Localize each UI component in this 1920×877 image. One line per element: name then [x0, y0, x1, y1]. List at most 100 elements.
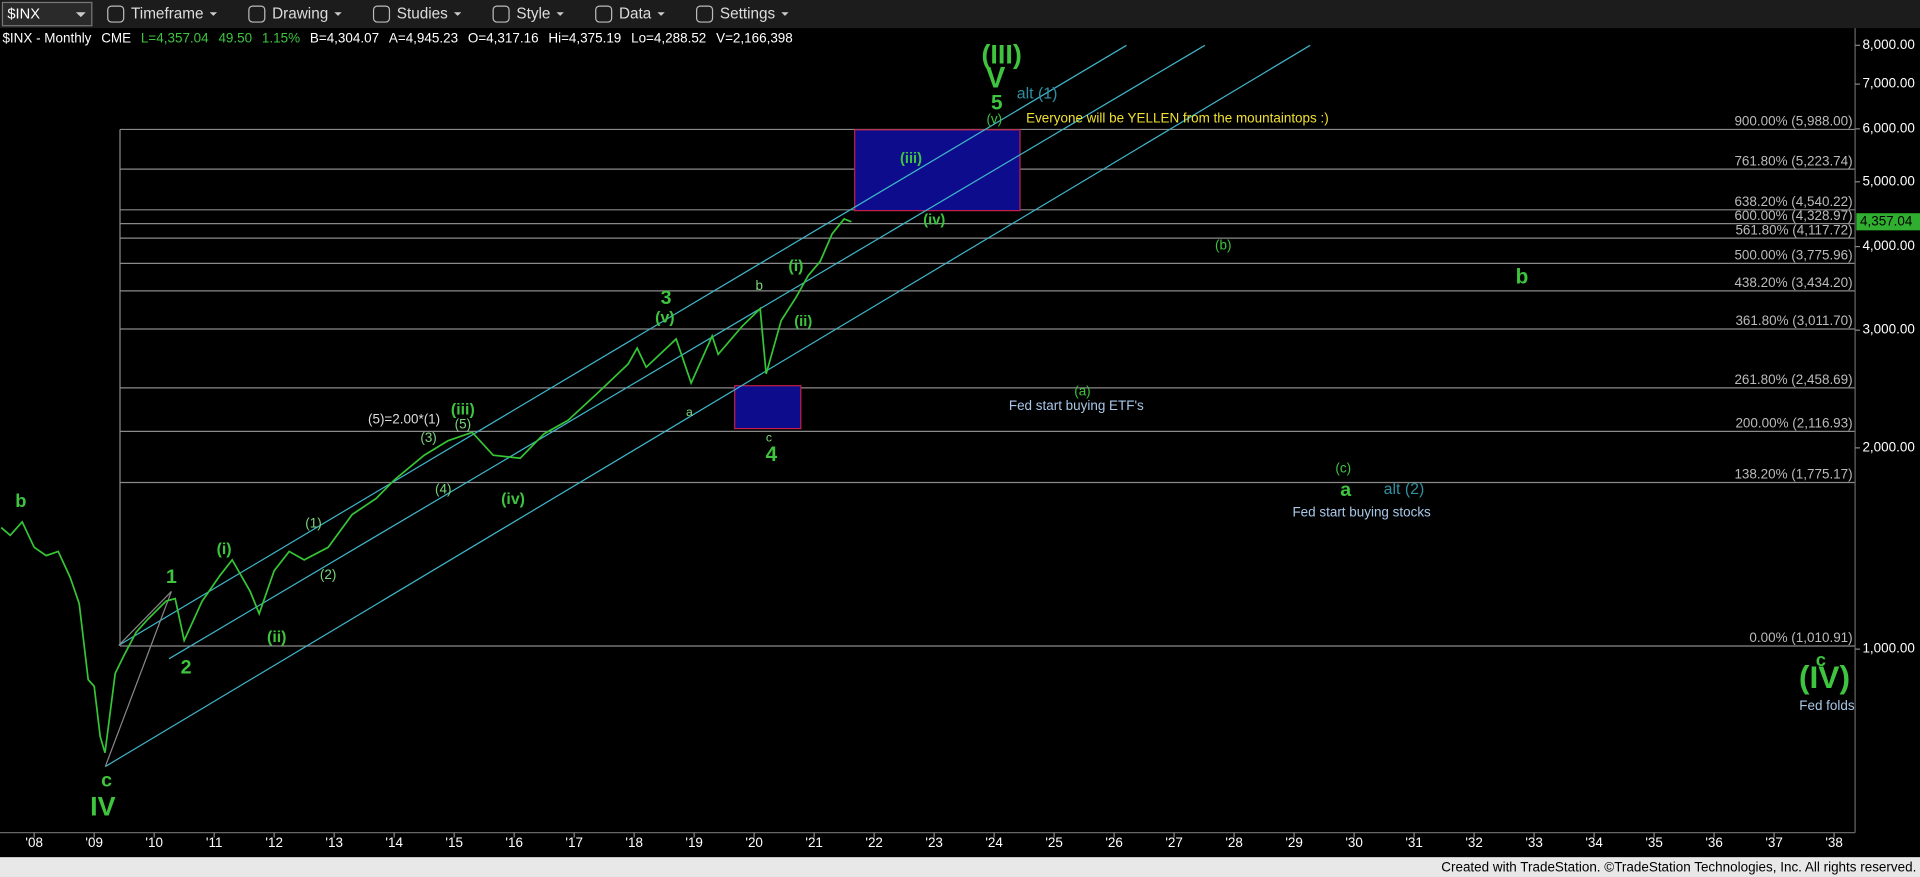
footer-text: Created with TradeStation. ©TradeStation…: [1441, 860, 1916, 875]
last-price-label: 4,357.04: [1860, 213, 1913, 228]
level-label: 200.00% (2,116.93): [1735, 416, 1852, 431]
x-tick-label: '14: [385, 835, 403, 850]
wave-label: Everyone will be YELLEN from the mountai…: [1026, 110, 1329, 125]
wave-label: b: [755, 278, 762, 293]
symbol-box[interactable]: [1, 1, 93, 27]
dropdown-arrow: [657, 12, 665, 16]
y-tick-label: 7,000.00: [1862, 76, 1914, 91]
wave-label: c: [1816, 649, 1826, 670]
wave-label: (c): [1335, 461, 1351, 476]
x-tick-label: '10: [145, 835, 163, 850]
channel-line: [104, 44, 1311, 768]
x-tick-label: '32: [1465, 835, 1483, 850]
info-item: Lo=4,288.52: [631, 31, 706, 46]
wave-label: (4): [435, 481, 451, 496]
x-tick-label: '31: [1405, 835, 1423, 850]
info-item: 49.50: [218, 31, 252, 46]
x-tick-label: '11: [206, 835, 223, 850]
x-tick-label: '09: [85, 835, 103, 850]
support-box: [734, 385, 802, 430]
annotations: bcIV12(i)(ii)(1)(2)(3)(4)(5)(5)=2.00*(1)…: [15, 39, 1855, 821]
menu-item[interactable]: Settings: [720, 6, 776, 23]
info-item: 1.15%: [262, 31, 300, 46]
x-tick-label: '16: [505, 835, 523, 850]
x-tick-label: '08: [25, 835, 43, 850]
level-label: 600.00% (4,328.97): [1734, 208, 1852, 223]
channel-line: [118, 44, 1127, 646]
wave-label: b: [1516, 265, 1529, 288]
info-line: $INX - Monthly CME L=4,357.04 49.50 1.15% B=4…: [2, 31, 792, 46]
y-tick-label: 1,000.00: [1862, 641, 1914, 656]
wave-label: Fed start buying stocks: [1292, 505, 1431, 520]
wave-label: (1): [305, 516, 321, 531]
menu-item[interactable]: Drawing: [272, 6, 328, 23]
wave-label: IV: [90, 791, 115, 821]
x-tick-label: '13: [325, 835, 343, 850]
x-tick-label: '15: [445, 835, 463, 850]
wave-label: (ii): [267, 629, 286, 646]
wave-label: alt (2): [1384, 481, 1425, 498]
wave-label: (v): [655, 310, 674, 327]
wave-label: (iii): [451, 401, 475, 418]
channel-line: [168, 44, 1206, 660]
info-item: V=2,166,398: [716, 31, 793, 46]
wave-label: a: [1340, 479, 1352, 501]
info-item: L=4,357.04: [141, 31, 209, 46]
wave-label: (5)=2.00*(1): [368, 412, 440, 427]
x-tick-label: '17: [565, 835, 583, 850]
target-box: [854, 129, 1021, 212]
level-label: 138.20% (1,775.17): [1734, 467, 1852, 482]
y-tick-label: 5,000.00: [1862, 173, 1914, 188]
x-tick-label: '30: [1345, 835, 1363, 850]
x-tick-label: '28: [1225, 835, 1243, 850]
wave-label: V: [986, 61, 1006, 94]
dropdown-arrow: [334, 12, 342, 16]
y-tick-label: 6,000.00: [1862, 120, 1914, 135]
menu-icon: [595, 5, 613, 23]
y-tick-label: 4,000.00: [1862, 238, 1914, 253]
level-label: 261.80% (2,458.69): [1734, 372, 1852, 387]
wave-label: (v): [986, 112, 1002, 127]
wave-label: (b): [1215, 238, 1231, 253]
level-label: 500.00% (3,775.96): [1734, 248, 1852, 263]
wave-label: (III): [981, 39, 1021, 69]
menu-icon: [696, 5, 714, 23]
wave-label: (a): [1074, 383, 1090, 398]
x-tick-label: '34: [1585, 835, 1603, 850]
wave-label: Fed start buying ETF's: [1009, 398, 1144, 413]
x-tick-label: '22: [865, 835, 883, 850]
menus: Timeframe Drawing Studies Style Data Settings: [107, 5, 789, 23]
level-label: 438.20% (3,434.20): [1734, 275, 1852, 290]
wave-label: 5: [991, 92, 1003, 115]
menu-item[interactable]: Style: [516, 6, 550, 23]
x-tick-label: '33: [1525, 835, 1543, 850]
x-tick-label: '29: [1285, 835, 1303, 850]
axes: 1,000.00 2,000.00 3,000.00 4,000.00 5,000.00…: [25, 37, 1920, 850]
wave-label: (IV): [1799, 659, 1850, 695]
menu-icon: [248, 5, 266, 23]
menu-item[interactable]: Studies: [397, 6, 448, 23]
level-label: 0.00% (1,010.91): [1749, 630, 1852, 645]
wave-label: (i): [217, 541, 232, 558]
info-item: O=4,317.16: [468, 31, 539, 46]
wave-label: c: [766, 431, 772, 445]
wave-label: 1: [166, 566, 177, 588]
wave-label: (2): [320, 567, 336, 582]
x-tick-label: '26: [1105, 835, 1123, 850]
level-label: 761.80% (5,223.74): [1734, 153, 1852, 168]
symbol[interactable]: $INX: [7, 7, 40, 23]
menu-icon: [107, 5, 125, 23]
wave-label: 2: [181, 657, 192, 679]
level-label: 361.80% (3,011.70): [1735, 313, 1852, 328]
wave-label: Fed folds: [1799, 698, 1855, 713]
wave-label: (ii): [794, 314, 812, 330]
level-label: 561.80% (4,117.72): [1735, 222, 1852, 237]
menu-icon: [492, 5, 510, 23]
info-item: $INX - Monthly: [2, 31, 91, 46]
menu-item[interactable]: Timeframe: [131, 6, 204, 23]
menu-item[interactable]: Data: [619, 6, 652, 23]
x-tick-label: '19: [685, 835, 703, 850]
wave-label: a: [686, 405, 693, 419]
y-tick-label: 3,000.00: [1862, 322, 1914, 337]
